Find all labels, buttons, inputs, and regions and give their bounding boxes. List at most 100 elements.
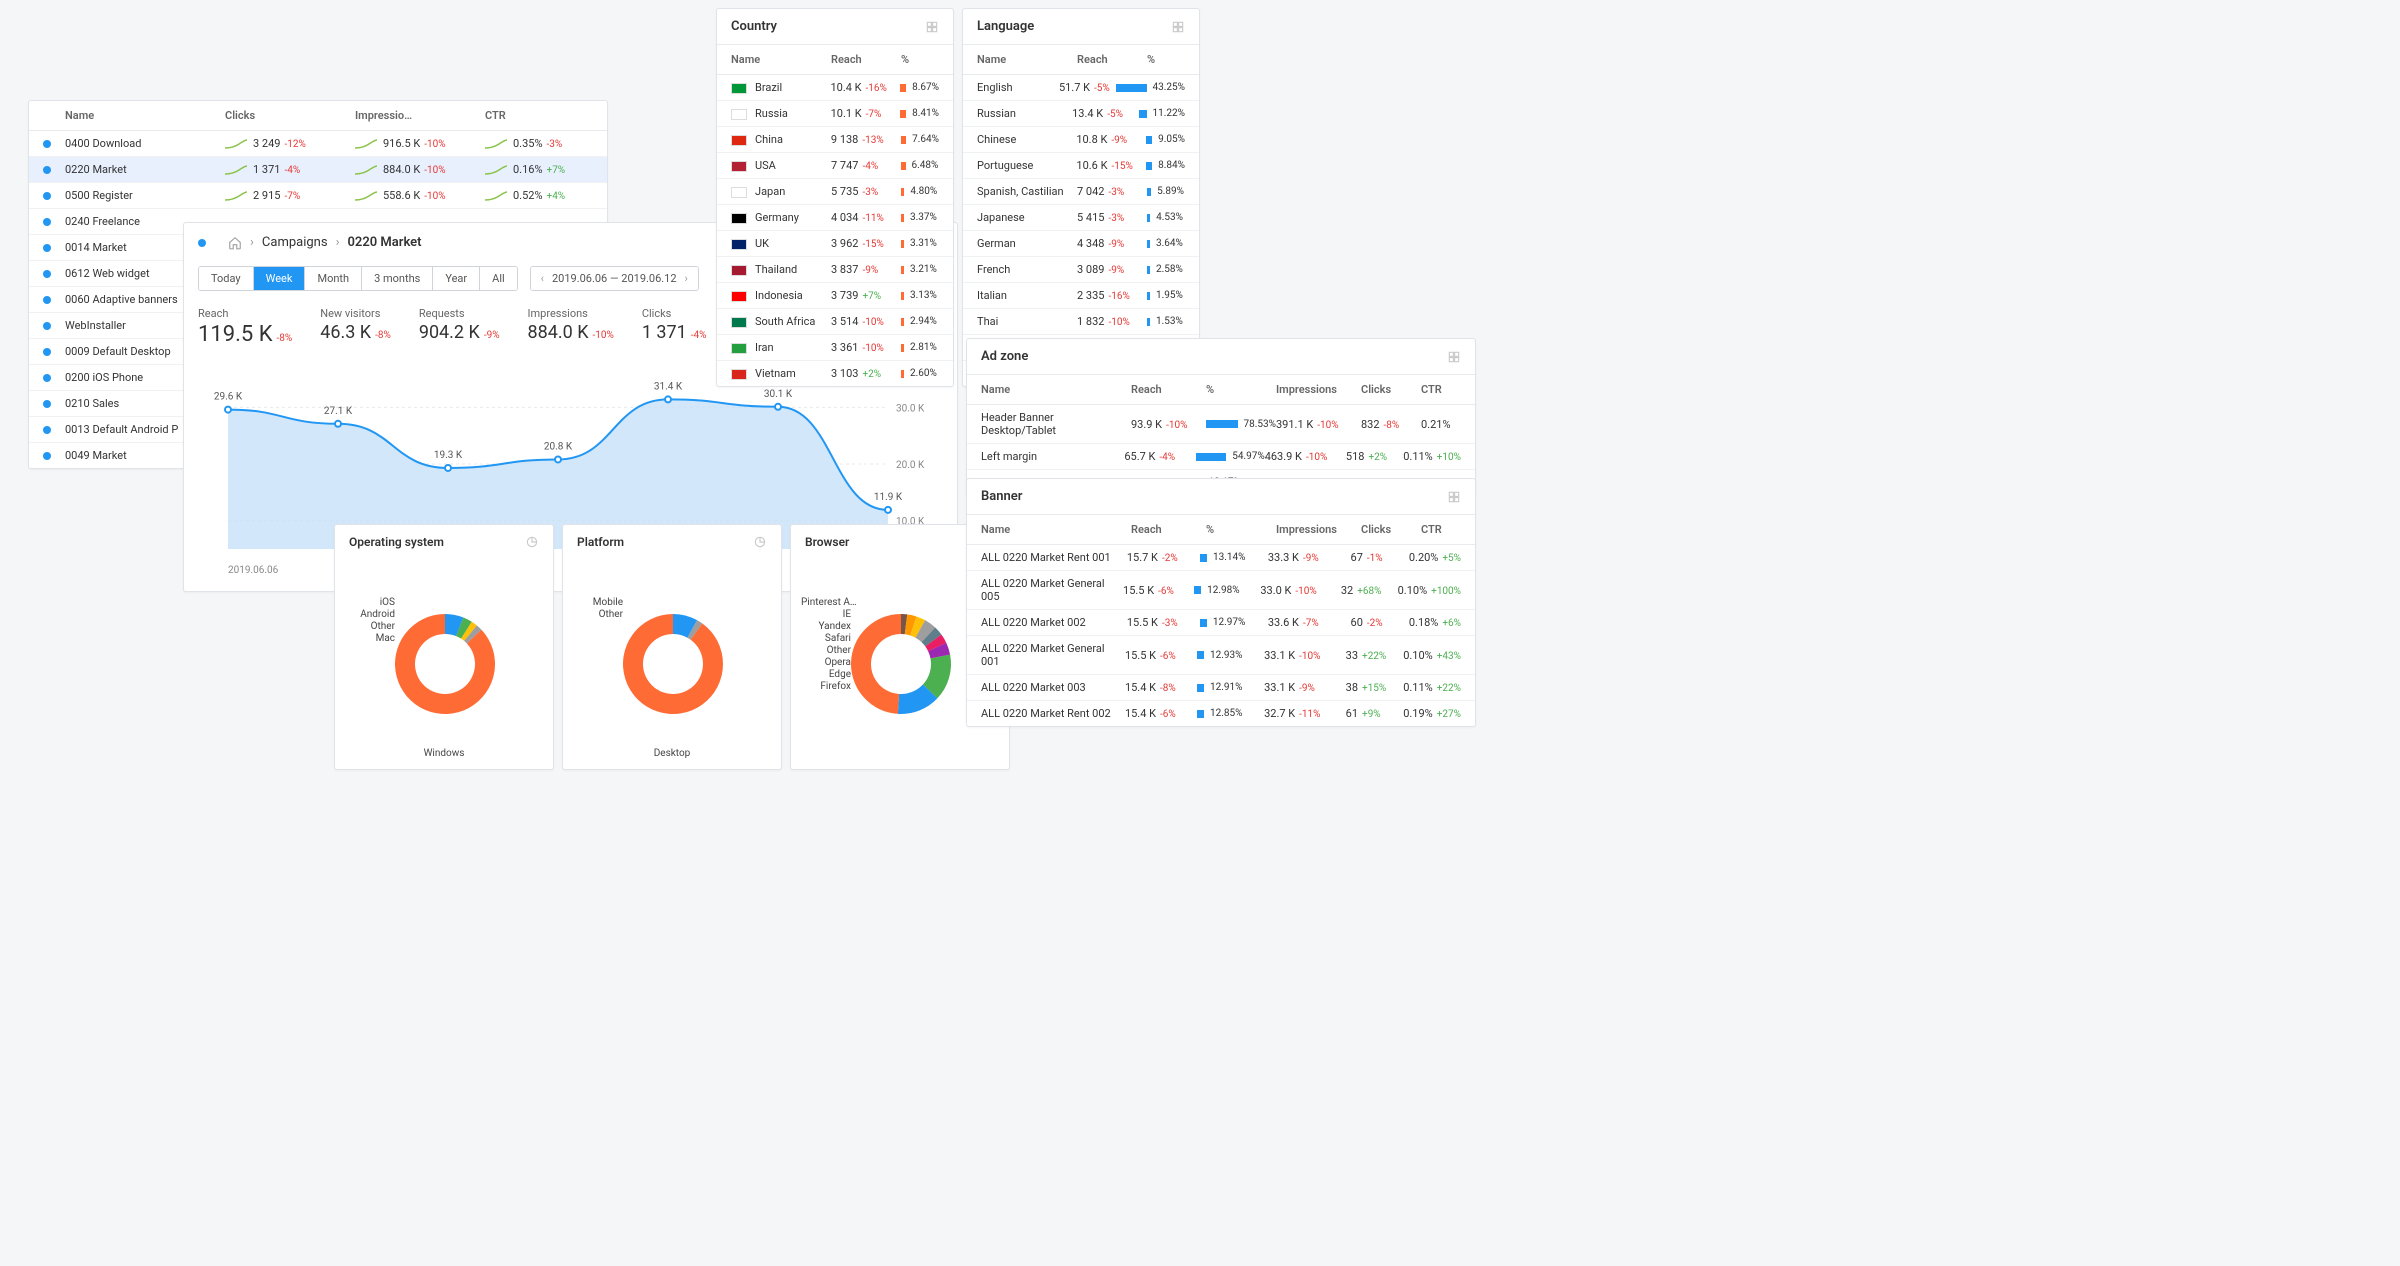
svg-text:30.1 K: 30.1 K <box>764 389 793 400</box>
language-row[interactable]: English 51.7 K-5% 43.25% <box>963 75 1199 101</box>
date-next-icon[interactable]: › <box>685 272 688 285</box>
table-row[interactable]: ALL 0220 Market Rent 002 15.4 K-6% 12.85… <box>967 701 1475 726</box>
expand-icon[interactable] <box>1447 490 1461 504</box>
col-ctr: CTR <box>485 109 593 122</box>
status-dot <box>43 166 51 174</box>
country-row[interactable]: South Africa 3 514-10% 2.94% <box>717 309 953 335</box>
country-row[interactable]: Brazil 10.4 K-16% 8.67% <box>717 75 953 101</box>
country-row[interactable]: USA 7 747-4% 6.48% <box>717 153 953 179</box>
language-row[interactable]: Russian 13.4 K-5% 11.22% <box>963 101 1199 127</box>
svg-text:2019.06.06: 2019.06.06 <box>228 565 279 576</box>
status-dot <box>43 140 51 148</box>
adzone-panel: Ad zone NameReach%ImpressionsClicksCTR H… <box>966 338 1476 496</box>
country-row[interactable]: Vietnam 3 103+2% 2.60% <box>717 361 953 386</box>
country-row[interactable]: Indonesia 3 739+7% 3.13% <box>717 283 953 309</box>
country-row[interactable]: Germany 4 034-11% 3.37% <box>717 205 953 231</box>
language-row[interactable]: Spanish, Castilian 7 042-3% 5.89% <box>963 179 1199 205</box>
country-row[interactable]: Japan 5 735-3% 4.80% <box>717 179 953 205</box>
time-tab[interactable]: Today <box>199 267 254 290</box>
date-prev-icon[interactable]: ‹ <box>541 272 544 285</box>
table-row[interactable]: ALL 0220 Market Rent 001 15.7 K-2% 13.14… <box>967 545 1475 571</box>
banner-title: Banner <box>981 489 1022 504</box>
home-icon[interactable] <box>228 236 242 250</box>
country-title: Country <box>731 19 777 34</box>
svg-text:29.6 K: 29.6 K <box>214 392 243 403</box>
svg-text:19.3 K: 19.3 K <box>434 450 463 461</box>
language-row[interactable]: French 3 089-9% 2.58% <box>963 257 1199 283</box>
language-row[interactable]: Italian 2 335-16% 1.95% <box>963 283 1199 309</box>
svg-text:30.0 K: 30.0 K <box>896 403 925 414</box>
metric: New visitors 46.3 K-8% <box>320 307 391 343</box>
country-row[interactable]: Russia 10.1 K-7% 8.41% <box>717 101 953 127</box>
country-panel: Country NameReach% Brazil 10.4 K-16% 8.6… <box>716 8 954 387</box>
breadcrumb-current: 0220 Market <box>347 235 421 250</box>
status-dot <box>43 452 51 460</box>
status-dot <box>43 348 51 356</box>
breadcrumb-campaigns[interactable]: Campaigns <box>262 235 328 250</box>
chart-icon[interactable] <box>525 535 539 549</box>
browser-title: Browser <box>805 535 849 549</box>
expand-icon[interactable] <box>925 20 939 34</box>
expand-icon[interactable] <box>1171 20 1185 34</box>
os-title: Operating system <box>349 535 444 549</box>
language-row[interactable]: German 4 348-9% 3.64% <box>963 231 1199 257</box>
language-row[interactable]: Japanese 5 415-3% 4.53% <box>963 205 1199 231</box>
language-panel: Language NameReach% English 51.7 K-5% 43… <box>962 8 1200 387</box>
adzone-title: Ad zone <box>981 349 1028 364</box>
language-row[interactable]: Chinese 10.8 K-9% 9.05% <box>963 127 1199 153</box>
status-dot <box>43 244 51 252</box>
metric: Impressions 884.0 K-10% <box>528 307 614 343</box>
time-tabs: TodayWeekMonth3 monthsYearAll <box>198 266 518 291</box>
table-row[interactable]: ALL 0220 Market 002 15.5 K-3% 12.97% 33.… <box>967 610 1475 636</box>
svg-text:27.1 K: 27.1 K <box>324 406 353 417</box>
svg-text:31.4 K: 31.4 K <box>654 381 683 392</box>
banner-panel: Banner NameReach%ImpressionsClicksCTR AL… <box>966 478 1476 727</box>
country-row[interactable]: Iran 3 361-10% 2.81% <box>717 335 953 361</box>
col-name: Name <box>65 109 225 122</box>
campaign-row[interactable]: 0220 Market 1 371-4% 884.0 K-10% 0.16%+7… <box>29 157 607 183</box>
time-tab[interactable]: Week <box>254 267 306 290</box>
status-dot <box>43 426 51 434</box>
expand-icon[interactable] <box>1447 350 1461 364</box>
table-row[interactable]: ALL 0220 Market General 001 15.5 K-6% 12… <box>967 636 1475 675</box>
svg-text:20.0 K: 20.0 K <box>896 460 925 471</box>
language-row[interactable]: Portuguese 10.6 K-15% 8.84% <box>963 153 1199 179</box>
status-dot <box>43 374 51 382</box>
table-row[interactable]: Left margin 65.7 K-4% 54.97% 463.9 K-10%… <box>967 444 1475 470</box>
time-tab[interactable]: 3 months <box>362 267 433 290</box>
time-tab[interactable]: Year <box>433 267 480 290</box>
svg-text:20.8 K: 20.8 K <box>544 441 573 452</box>
campaign-row[interactable]: 0400 Download 3 249-12% 916.5 K-10% 0.35… <box>29 131 607 157</box>
status-dot <box>43 270 51 278</box>
metric: Requests 904.2 K-9% <box>419 307 500 343</box>
status-dot <box>43 400 51 408</box>
table-row[interactable]: ALL 0220 Market 003 15.4 K-8% 12.91% 33.… <box>967 675 1475 701</box>
svg-text:11.9 K: 11.9 K <box>874 492 903 503</box>
campaign-list-header: Name Clicks Impressio… CTR <box>29 101 607 131</box>
status-dot <box>43 296 51 304</box>
table-row[interactable]: Header Banner Desktop/Tablet 93.9 K-10% … <box>967 405 1475 444</box>
date-range-picker[interactable]: ‹ 2019.06.06 — 2019.06.12 › <box>530 266 699 291</box>
status-dot <box>43 322 51 330</box>
metric: Reach 119.5 K-8% <box>198 307 292 347</box>
table-row[interactable]: ALL 0220 Market General 005 15.5 K-6% 12… <box>967 571 1475 610</box>
platform-title: Platform <box>577 535 624 549</box>
chart-icon[interactable] <box>753 535 767 549</box>
language-row[interactable]: Thai 1 832-10% 1.53% <box>963 309 1199 335</box>
campaign-row[interactable]: 0500 Register 2 915-7% 558.6 K-10% 0.52%… <box>29 183 607 209</box>
country-row[interactable]: Thailand 3 837-9% 3.21% <box>717 257 953 283</box>
metric: Clicks 1 371-4% <box>642 307 707 343</box>
time-tab[interactable]: Month <box>305 267 362 290</box>
col-clicks: Clicks <box>225 109 355 122</box>
date-range-text: 2019.06.06 — 2019.06.12 <box>552 272 677 285</box>
breadcrumb-dot <box>198 239 206 247</box>
platform-donut-panel: Platform MobileOtherDesktop <box>562 524 782 770</box>
time-tab[interactable]: All <box>480 267 517 290</box>
status-dot <box>43 192 51 200</box>
country-row[interactable]: UK 3 962-15% 3.31% <box>717 231 953 257</box>
col-impressions: Impressio… <box>355 109 485 122</box>
language-title: Language <box>977 19 1034 34</box>
country-row[interactable]: China 9 138-13% 7.64% <box>717 127 953 153</box>
os-donut-panel: Operating system iOSAndroidOtherMacWindo… <box>334 524 554 770</box>
status-dot <box>43 218 51 226</box>
